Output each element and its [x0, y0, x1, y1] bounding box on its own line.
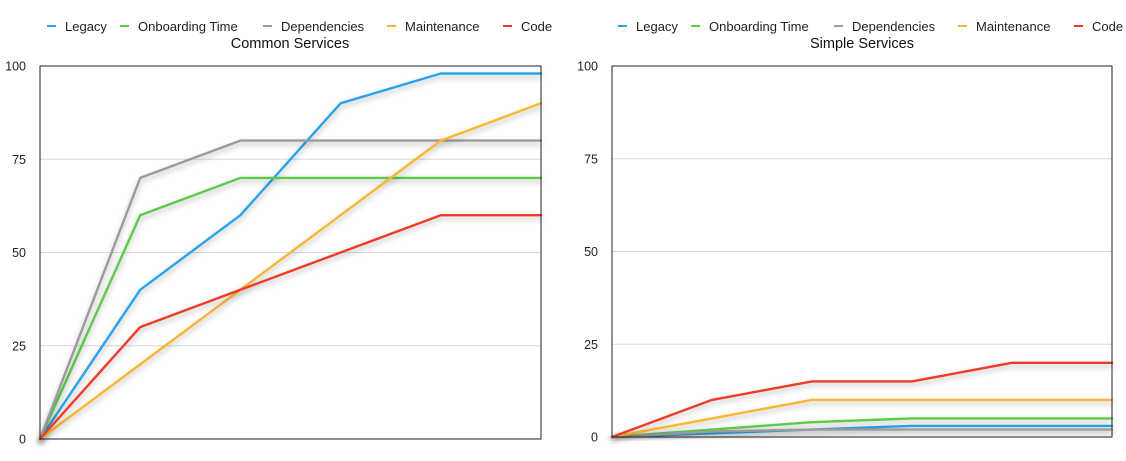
simple-services-chart: Legacy Onboarding Time Dependencies Mainten… — [577, 19, 1123, 445]
legend-item: Code — [503, 19, 552, 34]
y-tick-label: 75 — [12, 153, 26, 167]
y-tick-label: 50 — [12, 246, 26, 260]
legend-label: Legacy — [65, 19, 107, 34]
y-tick-label: 100 — [5, 60, 26, 74]
legend-label: Legacy — [636, 19, 678, 34]
chart-title: Common Services — [231, 36, 349, 52]
legend-label: Maintenance — [976, 19, 1050, 34]
y-tick-label: 100 — [577, 60, 598, 74]
series-line — [610, 398, 1114, 439]
series-line — [38, 213, 543, 441]
legend-label: Onboarding Time — [709, 19, 809, 34]
series-line — [610, 428, 1114, 439]
legend-item: Onboarding Time — [691, 19, 809, 34]
legend-label: Maintenance — [405, 19, 479, 34]
y-tick-label: 0 — [591, 431, 598, 445]
series-line — [610, 417, 1114, 439]
legend-item: Dependencies — [263, 19, 365, 34]
legend-item: Legacy — [47, 19, 107, 34]
legend-item: Maintenance — [387, 19, 479, 34]
y-tick-label: 75 — [584, 152, 598, 166]
legend-label: Code — [521, 19, 552, 34]
legend-label: Code — [1092, 19, 1123, 34]
legend-item: Legacy — [618, 19, 678, 34]
legend-item: Dependencies — [834, 19, 936, 34]
y-tick-label: 50 — [584, 245, 598, 259]
y-tick-label: 0 — [19, 433, 26, 447]
series-line — [38, 72, 543, 441]
y-tick-label: 25 — [584, 338, 598, 352]
legend-item: Code — [1074, 19, 1123, 34]
legend-label: Dependencies — [852, 19, 936, 34]
legend-item: Maintenance — [958, 19, 1050, 34]
plot-frame — [39, 65, 542, 440]
plot-frame — [611, 65, 1113, 438]
legend-label: Onboarding Time — [138, 19, 238, 34]
chart-title: Simple Services — [810, 36, 914, 52]
series-line — [38, 102, 543, 441]
common-services-chart: Legacy Onboarding Time Dependencies Mainten… — [5, 19, 552, 447]
series-line — [610, 424, 1114, 439]
series-line — [38, 176, 543, 441]
series-line — [610, 361, 1114, 439]
legend-label: Dependencies — [281, 19, 365, 34]
legend-item: Onboarding Time — [120, 19, 238, 34]
series-line — [38, 139, 543, 441]
y-tick-label: 25 — [12, 339, 26, 353]
